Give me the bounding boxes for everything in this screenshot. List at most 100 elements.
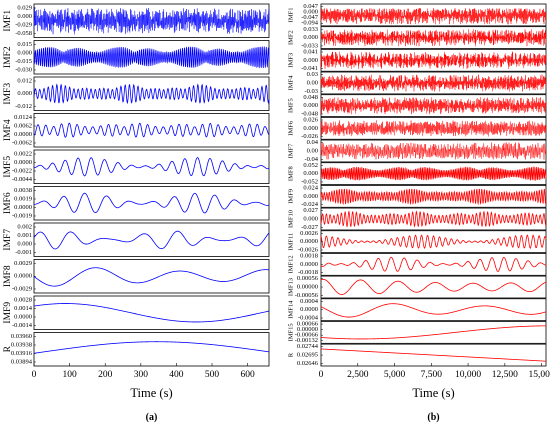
series-line-imf3 bbox=[320, 51, 547, 69]
x-tick-label: 100 bbox=[62, 370, 77, 380]
panel-b: IMF10.0470.000-0.047-0.094IMF20.0330.000… bbox=[287, 3, 550, 423]
series-line-imf14 bbox=[320, 303, 547, 318]
y-tick-label: 0.026 bbox=[303, 116, 318, 123]
component-label: IMF3 bbox=[287, 53, 294, 68]
y-tick-label: 0.0038 bbox=[14, 187, 32, 194]
y-tick-label: -0.058 bbox=[15, 30, 32, 37]
y-tick-label: 0.047 bbox=[303, 3, 318, 10]
series-line-imf1 bbox=[33, 7, 270, 35]
y-tick-label: 0.000 bbox=[303, 125, 318, 132]
y-tick-label: 0.00000 bbox=[297, 284, 318, 291]
y-tick-label: -0.047 bbox=[301, 14, 319, 21]
y-tick-label: 0.000 bbox=[303, 193, 318, 200]
subplot-frame bbox=[320, 321, 547, 344]
x-axis-title: Time (s) bbox=[130, 386, 172, 400]
series-line-imf13 bbox=[320, 278, 547, 295]
series-line-imf9 bbox=[320, 188, 547, 206]
subplot-frame bbox=[33, 295, 270, 330]
y-tick-label: -0.030 bbox=[15, 66, 32, 73]
component-label: IMF6 bbox=[3, 192, 13, 214]
x-tick-label: 400 bbox=[169, 370, 184, 380]
y-tick-label: 0.041 bbox=[303, 48, 318, 55]
y-tick-label: 0.000 bbox=[303, 102, 318, 109]
y-tick-label: -0.026 bbox=[301, 133, 319, 140]
y-tick-label: 0.00000 bbox=[297, 326, 318, 333]
y-tick-label: -0.0019 bbox=[12, 212, 32, 219]
component-label: IMF12 bbox=[287, 255, 294, 273]
x-axis: 0 100 200 300 400 500 600 bbox=[32, 363, 255, 380]
x-tick-label: 0 bbox=[319, 370, 324, 380]
y-tick-label: 0.02646 bbox=[297, 360, 319, 367]
y-tick-label: 0.000 bbox=[17, 240, 32, 247]
subplot-frame bbox=[320, 298, 547, 322]
panel-caption: (b) bbox=[427, 412, 439, 423]
y-tick-label: 0.0026 bbox=[300, 230, 319, 237]
y-tick-label: 0.048 bbox=[303, 94, 318, 101]
component-label: IMF2 bbox=[3, 46, 13, 68]
component-label: IMF13 bbox=[287, 278, 294, 296]
series-line-imf8 bbox=[320, 166, 547, 181]
component-label: IMF8 bbox=[3, 265, 13, 287]
subplot-frame bbox=[33, 332, 270, 367]
component-label: IMF14 bbox=[287, 300, 294, 319]
subplot-frame bbox=[33, 149, 270, 184]
x-axis-title: Time (s) bbox=[412, 386, 454, 400]
series-line-r bbox=[33, 341, 270, 354]
component-label: IMF9 bbox=[3, 302, 13, 324]
y-tick-label: 0.000 bbox=[303, 170, 318, 177]
y-tick-label: 0.0000 bbox=[14, 131, 32, 138]
y-tick-label: 0.0019 bbox=[14, 195, 32, 202]
series-line-imf2 bbox=[320, 29, 547, 47]
y-tick-label: 0.029 bbox=[17, 5, 32, 12]
y-tick-label: 0.024 bbox=[303, 185, 318, 192]
y-tick-label: 0.000 bbox=[17, 49, 32, 56]
y-tick-label: 0.0000 bbox=[14, 313, 32, 320]
y-tick-label: -0.00066 bbox=[295, 332, 319, 339]
series-line-imf7 bbox=[33, 230, 270, 250]
y-tick-label: -0.0022 bbox=[12, 167, 32, 174]
y-tick-label: 0.00 bbox=[307, 147, 318, 154]
subplot-frame bbox=[320, 207, 547, 231]
y-tick-label: -0.027 bbox=[301, 224, 319, 231]
y-tick-label: 0.0124 bbox=[14, 114, 33, 121]
series-line-imf12 bbox=[320, 256, 547, 272]
y-tick-label: 0.0000 bbox=[300, 306, 318, 313]
series-line-imf3 bbox=[33, 83, 270, 105]
y-tick-label: -0.048 bbox=[301, 110, 318, 117]
series-line-imf2 bbox=[33, 46, 270, 69]
y-tick-label: -0.03 bbox=[304, 88, 318, 95]
y-tick-label: 0.0000 bbox=[14, 159, 32, 166]
y-tick-label: 0.03916 bbox=[11, 350, 33, 357]
component-label: IMF11 bbox=[287, 233, 294, 251]
x-axis: 0 2,500 5,000 7,500 10,000 12,500 15,000 bbox=[319, 363, 550, 380]
y-tick-label: 0.0029 bbox=[14, 260, 32, 267]
y-tick-label: 0.0014 bbox=[14, 305, 33, 312]
y-tick-label: 0.000 bbox=[303, 57, 318, 64]
y-tick-label: 0.0062 bbox=[14, 122, 32, 129]
y-tick-label: -0.033 bbox=[301, 42, 318, 49]
y-tick-label: -0.024 bbox=[301, 201, 319, 208]
component-label: IMF4 bbox=[287, 75, 294, 91]
x-tick-label: 600 bbox=[241, 370, 256, 380]
component-label: R bbox=[287, 352, 294, 357]
y-tick-label: -0.041 bbox=[301, 65, 318, 72]
y-tick-label: -0.0044 bbox=[12, 176, 33, 183]
y-tick-label: 0.000 bbox=[303, 215, 318, 222]
y-tick-label: -0.052 bbox=[301, 178, 318, 185]
y-tick-label: 0.0028 bbox=[14, 297, 32, 304]
y-tick-label: -0.0026 bbox=[298, 246, 319, 253]
component-label: IMF2 bbox=[287, 30, 294, 45]
y-tick-label: -0.012 bbox=[15, 103, 32, 110]
